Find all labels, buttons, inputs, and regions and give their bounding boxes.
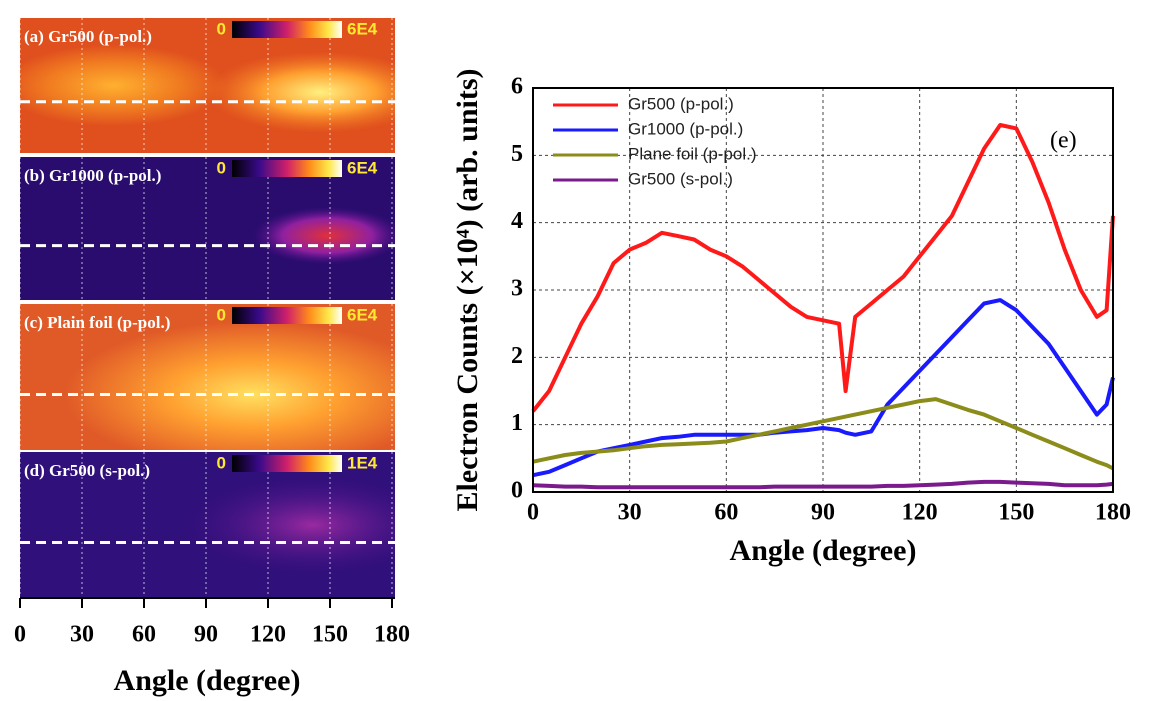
colorbar	[232, 21, 342, 38]
x-tick-label: 0	[14, 622, 26, 648]
colorbar	[232, 307, 342, 324]
panel-image	[20, 18, 395, 153]
x-axis-label: Angle (degree)	[114, 664, 301, 697]
y-tick-label: 0	[511, 478, 523, 504]
x-axis-label: Angle (degree)	[730, 534, 917, 567]
colorbar-label: 0	[217, 19, 226, 38]
x-tick-label: 0	[527, 500, 539, 526]
legend-label: Gr1000 (p-pol.)	[628, 119, 743, 138]
y-tick-label: 3	[511, 276, 523, 302]
x-tick-label: 90	[811, 500, 835, 526]
colorbar-label: 0	[217, 158, 226, 177]
y-tick-label: 1	[511, 410, 523, 436]
x-tick-label: 180	[1095, 500, 1131, 526]
x-tick-label: 150	[312, 622, 348, 648]
colorbar	[232, 455, 342, 472]
y-axis-label: Electron Counts (×10⁴) (arb. units)	[451, 68, 484, 511]
panel-label: (d) Gr500 (s-pol.)	[24, 461, 150, 480]
panel-label: (c) Plain foil (p-pol.)	[24, 313, 170, 332]
panel-label: (a) Gr500 (p-pol.)	[24, 27, 152, 46]
colorbar-label: 6E4	[347, 19, 378, 38]
legend-label: Plane foil (p-pol.)	[628, 144, 757, 163]
colorbar-label: 0	[217, 453, 226, 472]
colorbar-label: 1E4	[347, 453, 378, 472]
annotation: (e)	[1050, 128, 1077, 154]
x-tick-label: 30	[70, 622, 94, 648]
y-tick-label: 5	[511, 141, 523, 167]
y-tick-label: 6	[511, 74, 523, 100]
y-tick-label: 2	[511, 343, 523, 369]
x-tick-label: 60	[132, 622, 156, 648]
x-tick-label: 120	[902, 500, 938, 526]
x-tick-label: 150	[998, 500, 1034, 526]
colorbar-label: 0	[217, 305, 226, 324]
colorbar	[232, 160, 342, 177]
legend-label: Gr500 (s-pol.)	[628, 169, 733, 188]
plot-frame	[532, 87, 1114, 493]
x-tick-label: 180	[374, 622, 410, 648]
x-tick-label: 120	[250, 622, 286, 648]
colorbar-label: 6E4	[347, 305, 378, 324]
series-line	[532, 479, 1114, 490]
x-tick-label: 60	[714, 500, 738, 526]
series-line	[531, 123, 1115, 413]
panel-label: (b) Gr1000 (p-pol.)	[24, 166, 161, 185]
colorbar-label: 6E4	[347, 158, 378, 177]
y-tick-label: 4	[511, 208, 523, 234]
series-line	[532, 298, 1115, 478]
x-tick-label: 30	[618, 500, 642, 526]
legend-label: Gr500 (p-pol.)	[628, 94, 734, 113]
x-tick-label: 90	[194, 622, 218, 648]
series-line	[532, 397, 1114, 471]
